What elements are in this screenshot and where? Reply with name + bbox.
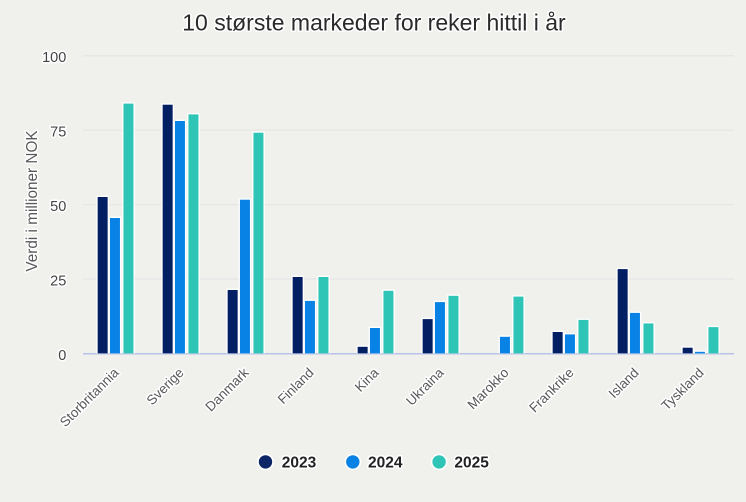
svg-text:0: 0 — [58, 348, 66, 364]
svg-text:Ukraina: Ukraina — [403, 365, 447, 409]
svg-text:Marokko: Marokko — [464, 365, 511, 412]
svg-text:75: 75 — [50, 125, 66, 141]
svg-text:10 største markeder for reker: 10 største markeder for reker hittil i å… — [182, 9, 566, 35]
svg-text:2023: 2023 — [282, 455, 317, 472]
svg-text:Storbritannia: Storbritannia — [57, 365, 122, 430]
svg-text:25: 25 — [50, 274, 66, 290]
svg-text:Finland: Finland — [275, 365, 317, 407]
svg-text:Frankrike: Frankrike — [526, 365, 576, 415]
svg-text:Verdi i millioner NOK: Verdi i millioner NOK — [24, 130, 41, 272]
svg-text:2025: 2025 — [454, 455, 489, 472]
svg-text:100: 100 — [42, 50, 66, 66]
svg-text:2024: 2024 — [368, 455, 403, 472]
svg-text:Sverige: Sverige — [144, 365, 187, 408]
svg-text:50: 50 — [50, 199, 66, 215]
svg-text:Island: Island — [606, 365, 642, 401]
svg-text:Danmark: Danmark — [202, 365, 252, 415]
svg-text:Kina: Kina — [352, 365, 382, 395]
svg-text:Tyskland: Tyskland — [658, 365, 706, 413]
